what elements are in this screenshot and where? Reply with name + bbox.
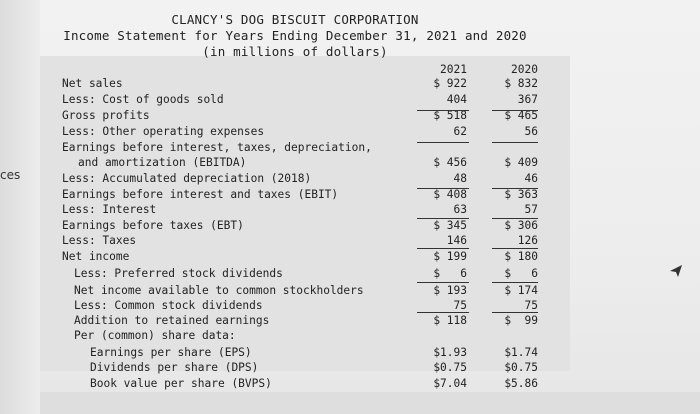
value-2020: 56 [524,125,538,138]
value-2021: 146 [446,234,467,247]
value-2021: $1.93 [433,346,467,359]
value-2021: $ 456 [433,156,467,169]
value-2020: $1.74 [504,346,538,359]
value-2020: $ 180 [504,250,538,263]
row-label: Gross profits [62,109,150,122]
page-left-edge [0,0,40,414]
row-label: Earnings before taxes (EBT) [62,219,244,232]
underline [417,218,469,219]
value-2020: 367 [517,93,538,106]
row-label: Earnings per share (EPS) [90,346,252,359]
row-label: Less: Taxes [62,234,137,247]
page-bottom-band [40,392,700,414]
row-label: Less: Common stock dividends [74,299,263,312]
row-label: Less: Cost of goods sold [62,93,224,106]
statement-shaded-panel [40,56,570,371]
underline [492,248,538,249]
underline [417,188,469,189]
row-label: Net sales [62,77,123,90]
value-2021: $ 345 [433,219,467,232]
col-header-2021: 2021 [440,63,467,76]
value-2020: $5.86 [504,377,538,390]
underline [417,282,469,283]
row-label: Earnings before interest and taxes (EBIT… [62,188,339,201]
underline [417,142,469,143]
underline [492,218,538,219]
value-2021: $ 518 [433,109,467,122]
value-2021: $ 199 [433,250,467,263]
value-2021: $ 118 [433,314,467,327]
row-label: Less: Other operating expenses [62,125,265,138]
col-header-2020: 2020 [511,63,538,76]
value-2021: $7.04 [433,377,467,390]
underline [492,282,538,283]
statement-title: Income Statement for Years Ending Decemb… [63,28,527,43]
value-2021: 62 [453,125,467,138]
value-2020: $ 6 [504,267,538,280]
value-2020: $ 465 [504,109,538,122]
value-2021: $0.75 [433,361,467,374]
value-2020: $ 409 [504,156,538,169]
value-2020: 57 [524,203,538,216]
value-2020: 46 [524,172,538,185]
underline [492,312,538,313]
row-label: Addition to retained earnings [74,314,270,327]
value-2021: 404 [446,93,467,106]
units-note: (in millions of dollars) [202,44,388,59]
underline [492,142,538,143]
row-label: Less: Interest [62,203,157,216]
value-2021: 75 [453,299,467,312]
row-label: Less: Accumulated depreciation (2018) [62,172,312,185]
mouse-cursor-icon [670,265,682,277]
value-2020: $ 832 [504,77,538,90]
value-2021: $ 6 [433,267,467,280]
value-2020: 75 [524,299,538,312]
underline [417,312,469,313]
underline [492,110,538,111]
value-2021: 48 [453,172,467,185]
value-2021: $ 408 [433,188,467,201]
row-label: and amortization (EBITDA) [78,156,247,169]
row-label: Less: Preferred stock dividends [74,267,283,280]
row-label: Net income available to common stockhold… [74,284,364,297]
underline [492,188,538,189]
row-label: Book value per share (BVPS) [90,377,272,390]
underline [417,110,469,111]
row-label: Net income [62,250,130,263]
value-2021: $ 922 [433,77,467,90]
value-2020: $0.75 [504,361,538,374]
value-2020: $ 306 [504,219,538,232]
value-2021: $ 193 [433,284,467,297]
value-2020: 126 [517,234,538,247]
value-2020: $ 363 [504,188,538,201]
value-2021: 63 [453,203,467,216]
row-label: Dividends per share (DPS) [90,361,259,374]
row-label: Per (common) share data: [74,329,236,342]
underline [417,248,469,249]
value-2020: $ 174 [504,284,538,297]
value-2020: $ 99 [504,314,538,327]
cropped-edge-text: ces [0,168,21,182]
company-name: CLANCY'S DOG BISCUIT CORPORATION [171,12,419,27]
row-label: Earnings before interest, taxes, depreci… [62,141,372,154]
